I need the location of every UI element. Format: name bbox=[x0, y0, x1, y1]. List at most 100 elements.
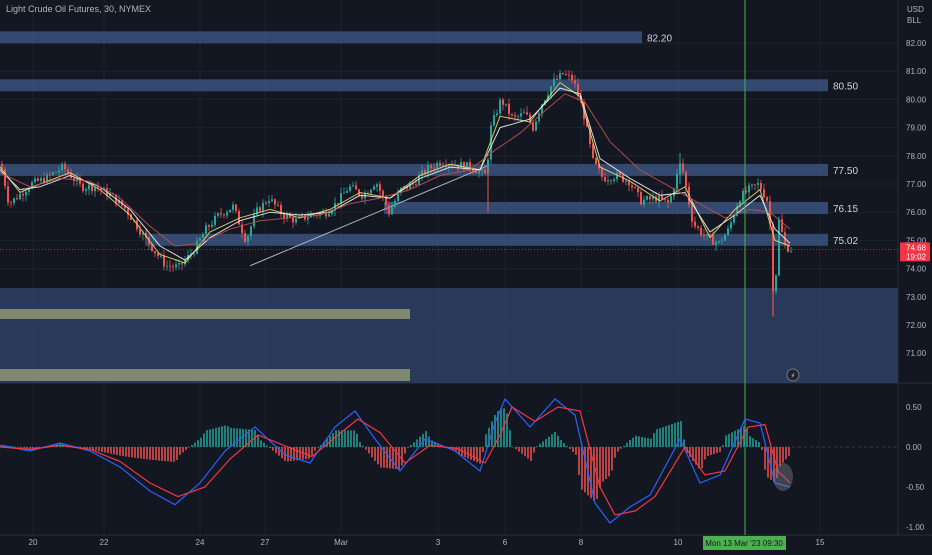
candle-body-67 bbox=[202, 234, 204, 239]
macd-histogram-bar-98 bbox=[296, 447, 298, 461]
candle-body-107 bbox=[322, 211, 324, 213]
level-zone-80.50[interactable] bbox=[0, 79, 828, 92]
unit-label: BLL bbox=[907, 16, 922, 25]
candle-body-210 bbox=[631, 185, 633, 188]
macd-histogram-bar-121 bbox=[365, 447, 367, 450]
candle-body-127 bbox=[382, 191, 384, 197]
macd-histogram-bar-31 bbox=[95, 447, 97, 451]
macd-histogram-bar-5 bbox=[17, 447, 19, 448]
macd-histogram-bar-200 bbox=[602, 447, 604, 482]
candle-body-177 bbox=[532, 122, 534, 131]
candle-body-163 bbox=[490, 125, 492, 160]
macd-histogram-bar-169 bbox=[509, 430, 511, 447]
macd-histogram-bar-72 bbox=[218, 427, 220, 447]
macd-histogram-bar-68 bbox=[206, 430, 208, 447]
macd-histogram-bar-210 bbox=[632, 437, 634, 447]
candle-body-126 bbox=[379, 184, 381, 192]
last-price-badge[interactable] bbox=[900, 242, 930, 262]
candle-body-260 bbox=[781, 219, 783, 233]
candle-body-231 bbox=[694, 221, 696, 227]
macd-histogram-bar-26 bbox=[80, 447, 82, 448]
support-band-upper[interactable] bbox=[0, 309, 410, 319]
macd-histogram-bar-4 bbox=[14, 446, 16, 448]
macd-histogram-bar-227 bbox=[683, 439, 685, 447]
level-zone-75.02[interactable] bbox=[145, 233, 828, 246]
candle-body-93 bbox=[280, 205, 282, 214]
macd-histogram-bar-184 bbox=[554, 431, 556, 447]
price-tick-10: 72.00 bbox=[906, 321, 927, 330]
candle-body-184 bbox=[553, 78, 555, 87]
macd-histogram-bar-28 bbox=[86, 447, 88, 449]
trendline[interactable] bbox=[249, 165, 489, 267]
candle-body-134 bbox=[403, 186, 405, 188]
candle-body-48 bbox=[145, 232, 147, 238]
candle-body-65 bbox=[196, 240, 198, 254]
macd-histogram-bar-104 bbox=[314, 447, 316, 451]
time-tick-6: 6 bbox=[503, 538, 508, 547]
macd-histogram-bar-85 bbox=[257, 435, 259, 447]
macd-histogram-bar-223 bbox=[671, 424, 673, 447]
candle-body-243 bbox=[730, 222, 732, 229]
macd-histogram-bar-251 bbox=[755, 440, 757, 447]
crosshair-time-badge bbox=[703, 536, 786, 550]
lightning-icon[interactable] bbox=[786, 368, 800, 382]
candle-body-123 bbox=[370, 189, 372, 194]
moving-average-ema_mid bbox=[0, 87, 791, 261]
candle-body-209 bbox=[628, 180, 630, 186]
candle-body-125 bbox=[376, 184, 378, 187]
candle-body-234 bbox=[703, 234, 705, 236]
candle-body-169 bbox=[508, 103, 510, 115]
demand-zone[interactable] bbox=[0, 288, 898, 383]
price-tick-0: 82.00 bbox=[906, 39, 927, 48]
candle-body-108 bbox=[325, 211, 327, 217]
candle-body-247 bbox=[742, 190, 744, 202]
candle-body-143 bbox=[430, 165, 432, 168]
candle-body-236 bbox=[709, 234, 711, 236]
macd-histogram-bar-253 bbox=[761, 447, 763, 450]
candle-body-60 bbox=[181, 263, 183, 265]
macd-histogram-bar-240 bbox=[722, 445, 724, 447]
macd-histogram-bar-114 bbox=[344, 430, 346, 447]
candle-body-227 bbox=[682, 163, 684, 172]
candle-body-78 bbox=[235, 204, 237, 211]
candle-body-140 bbox=[421, 170, 423, 176]
macd-histogram-bar-49 bbox=[149, 447, 151, 460]
candle-body-251 bbox=[754, 184, 756, 186]
level-zone-76.15[interactable] bbox=[384, 201, 828, 214]
candle-body-33 bbox=[100, 188, 102, 190]
macd-histogram-bar-25 bbox=[77, 446, 79, 448]
macd-histogram-bar-233 bbox=[701, 447, 703, 469]
macd-histogram-bar-115 bbox=[347, 430, 349, 447]
candle-body-117 bbox=[352, 185, 354, 187]
macd-line bbox=[0, 397, 791, 524]
macd-histogram-bar-75 bbox=[227, 426, 229, 447]
macd-tick-1: 0.00 bbox=[906, 443, 922, 452]
level-label-75.02: 75.02 bbox=[833, 236, 858, 247]
macd-histogram-bar-234 bbox=[704, 447, 706, 460]
macd-histogram-bar-64 bbox=[194, 442, 196, 447]
level-zone-82.20[interactable] bbox=[0, 31, 642, 44]
level-zone-77.50[interactable] bbox=[0, 163, 828, 176]
macd-histogram-bar-202 bbox=[608, 447, 610, 477]
macd-histogram-bar-201 bbox=[605, 447, 607, 479]
candle-body-81 bbox=[244, 233, 246, 242]
candle-body-211 bbox=[634, 187, 636, 189]
macd-highlight-marker[interactable] bbox=[773, 463, 793, 491]
macd-histogram-bar-118 bbox=[356, 433, 358, 447]
macd-histogram-bar-73 bbox=[221, 426, 223, 447]
time-tick-7: 8 bbox=[579, 538, 584, 547]
macd-histogram-bar-50 bbox=[152, 447, 154, 460]
macd-histogram-bar-38 bbox=[116, 447, 118, 456]
macd-histogram-bar-51 bbox=[155, 447, 157, 461]
candle-body-92 bbox=[277, 204, 279, 206]
support-band-lower[interactable] bbox=[0, 369, 410, 381]
macd-histogram-bar-3 bbox=[11, 446, 13, 447]
macd-histogram-bar-235 bbox=[707, 447, 709, 456]
macd-histogram-bar-197 bbox=[593, 447, 595, 502]
candle-body-156 bbox=[469, 162, 471, 170]
last-price-value: 74.68 bbox=[906, 243, 927, 252]
macd-histogram-bar-192 bbox=[578, 447, 580, 476]
symbol-title[interactable]: Light Crude Oil Futures, 30, NYMEX bbox=[6, 4, 152, 14]
